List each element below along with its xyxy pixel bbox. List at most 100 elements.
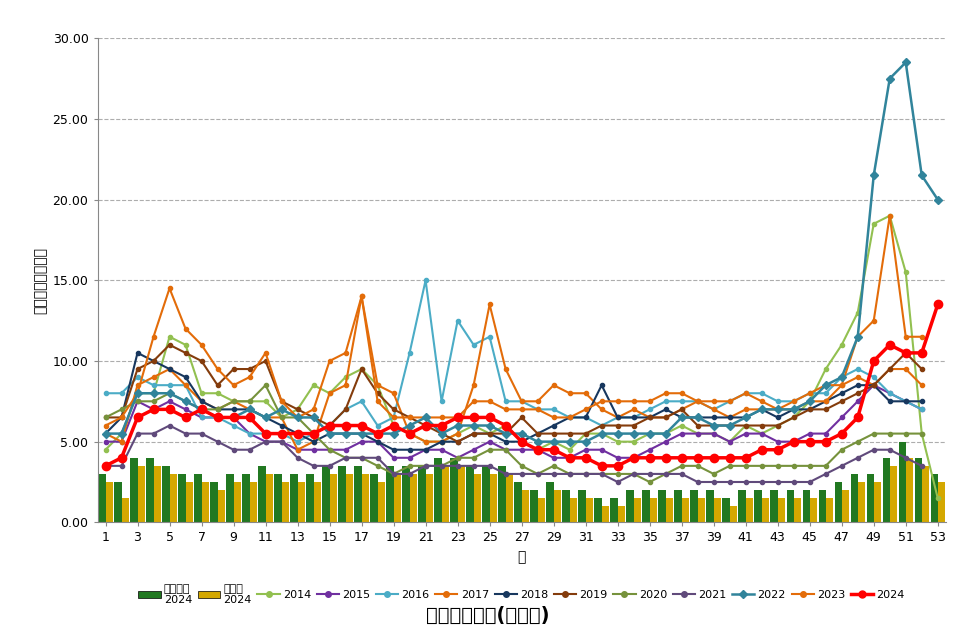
Bar — [122, 498, 129, 522]
Bar — [345, 474, 353, 522]
Bar — [761, 498, 769, 522]
Bar — [234, 482, 241, 522]
Bar — [537, 498, 545, 522]
Bar — [265, 474, 273, 522]
Bar — [690, 490, 698, 522]
Bar — [426, 474, 433, 522]
Bar — [930, 474, 938, 522]
Bar — [867, 474, 874, 522]
Bar — [338, 466, 345, 522]
Bar — [858, 482, 865, 522]
Bar — [211, 482, 217, 522]
Bar — [457, 466, 465, 522]
Bar — [658, 490, 666, 522]
Bar — [682, 498, 689, 522]
Bar — [330, 474, 336, 522]
Text: 感染性胃腸炎(岡山市): 感染性胃腸炎(岡山市) — [426, 606, 549, 625]
Bar — [738, 490, 746, 522]
Bar — [850, 474, 858, 522]
Bar — [202, 482, 209, 522]
Bar — [515, 482, 522, 522]
Bar — [634, 498, 641, 522]
Bar — [418, 466, 426, 522]
Bar — [170, 474, 176, 522]
Bar — [370, 474, 377, 522]
Bar — [899, 441, 906, 522]
Bar — [915, 458, 921, 522]
Bar — [314, 482, 321, 522]
Bar — [666, 498, 673, 522]
Bar — [297, 482, 305, 522]
Bar — [435, 458, 442, 522]
Bar — [554, 490, 561, 522]
X-axis label: 週: 週 — [518, 550, 526, 564]
Bar — [938, 482, 945, 522]
Bar — [835, 482, 841, 522]
Bar — [802, 490, 809, 522]
Bar — [386, 466, 394, 522]
Bar — [698, 498, 705, 522]
Y-axis label: 定点当たり報告数: 定点当たり報告数 — [33, 247, 47, 314]
Bar — [617, 506, 625, 522]
Bar — [841, 490, 849, 522]
Bar — [522, 490, 528, 522]
Bar — [403, 466, 409, 522]
Bar — [578, 490, 586, 522]
Bar — [131, 458, 137, 522]
Bar — [466, 466, 474, 522]
Bar — [882, 458, 890, 522]
Bar — [546, 482, 554, 522]
Bar — [530, 490, 537, 522]
Bar — [794, 498, 800, 522]
Bar — [105, 482, 113, 522]
Bar — [489, 474, 497, 522]
Bar — [809, 498, 817, 522]
Bar — [258, 466, 265, 522]
Bar — [675, 490, 682, 522]
Bar — [282, 482, 289, 522]
Bar — [569, 498, 577, 522]
Bar — [714, 498, 721, 522]
Bar — [874, 482, 881, 522]
Bar — [506, 474, 513, 522]
Bar — [627, 490, 634, 522]
Bar — [602, 506, 608, 522]
Bar — [274, 474, 282, 522]
Bar — [778, 498, 785, 522]
Bar — [707, 490, 714, 522]
Bar — [586, 498, 593, 522]
Bar — [162, 466, 170, 522]
Bar — [114, 482, 122, 522]
Bar — [217, 490, 224, 522]
Bar — [442, 466, 448, 522]
Bar — [450, 458, 457, 522]
Bar — [610, 498, 617, 522]
Bar — [153, 466, 161, 522]
Bar — [323, 466, 330, 522]
Bar — [649, 498, 657, 522]
Bar — [770, 490, 778, 522]
Bar — [787, 490, 794, 522]
Bar — [746, 498, 753, 522]
Bar — [410, 474, 416, 522]
Bar — [498, 466, 506, 522]
Bar — [226, 474, 234, 522]
Bar — [362, 474, 369, 522]
Bar — [906, 458, 913, 522]
Bar — [722, 498, 729, 522]
Bar — [921, 466, 929, 522]
Bar — [377, 482, 385, 522]
Bar — [474, 474, 481, 522]
Bar — [185, 482, 193, 522]
Bar — [194, 474, 202, 522]
Legend: 全国総数
2024, 岡山県
2024, 2014, 2015, 2016, 2017, 2018, 2019, 2020, 2021, 2022, 2023,: 全国総数 2024, 岡山県 2024, 2014, 2015, 2016, 2… — [138, 583, 905, 605]
Bar — [250, 482, 256, 522]
Bar — [818, 490, 826, 522]
Bar — [595, 498, 602, 522]
Bar — [243, 474, 250, 522]
Bar — [291, 474, 297, 522]
Bar — [146, 458, 153, 522]
Bar — [890, 466, 897, 522]
Bar — [826, 498, 833, 522]
Bar — [563, 490, 569, 522]
